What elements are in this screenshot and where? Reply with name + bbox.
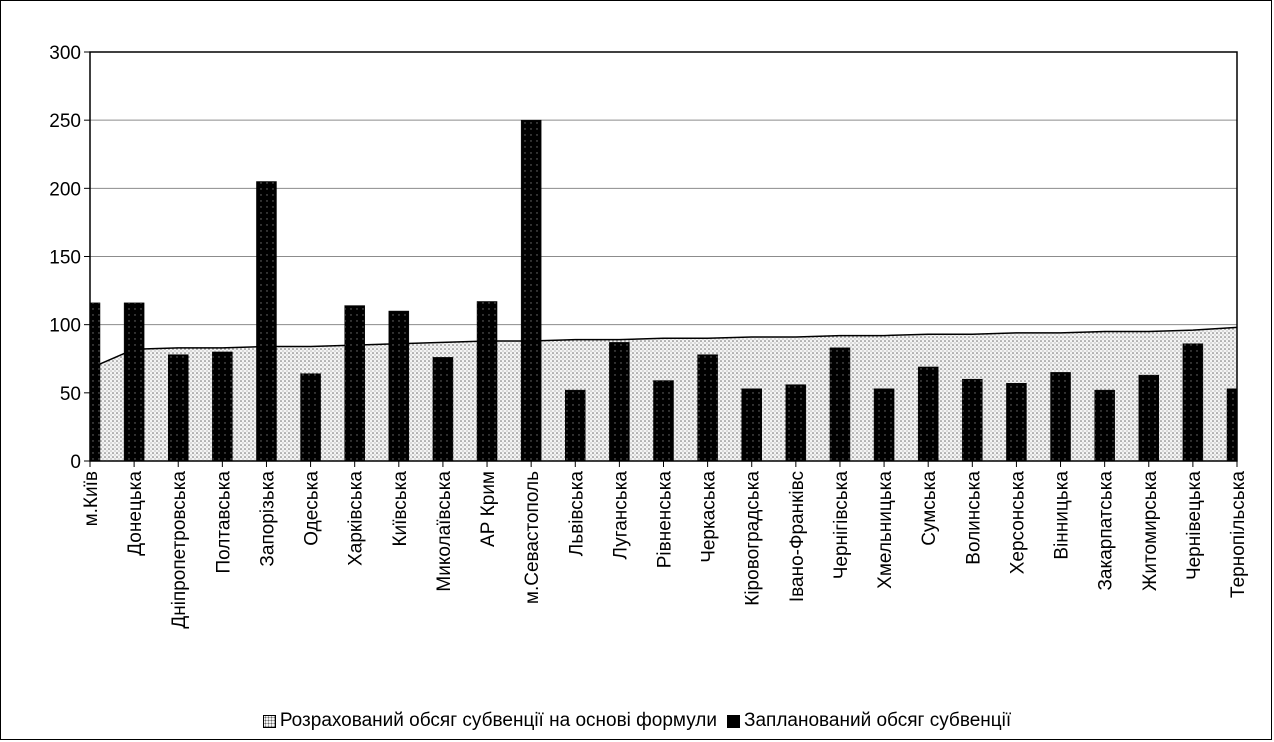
legend-item-planned: Запланований обсяг субвенції (727, 710, 1011, 732)
bar-0 (89, 302, 101, 462)
bar-25 (1182, 343, 1204, 462)
bar-22 (1050, 372, 1071, 462)
bar-1 (123, 302, 145, 462)
bar-series (89, 119, 1238, 462)
x-tick-label: Закарпатська (1096, 471, 1117, 591)
axes (84, 51, 1238, 467)
bar-14 (697, 354, 718, 462)
legend-label-planned: Запланований обсяг субвенції (744, 710, 1012, 731)
x-tick-label: Донецька (125, 471, 146, 556)
x-tick-label: Луганська (610, 471, 631, 560)
bar-18 (873, 388, 895, 462)
bar-5 (300, 373, 321, 462)
x-tick-label: Вінницька (1052, 471, 1073, 560)
x-tick-label: Волинська (963, 471, 984, 565)
bar-13 (653, 380, 674, 462)
bar-6 (344, 305, 365, 462)
y-tick-label: 200 (49, 179, 81, 200)
y-tick-label: 50 (60, 384, 81, 405)
bar-12 (609, 342, 630, 462)
x-tick-label: Житомирська (1140, 471, 1161, 592)
x-tick-label: Харківська (346, 471, 367, 566)
x-tick-label: м.Київ (81, 471, 102, 526)
bar-3 (212, 351, 233, 462)
y-tick-label: 150 (49, 248, 81, 269)
x-tick-label: Тернопільська (1228, 471, 1249, 598)
bar-15 (741, 388, 762, 462)
x-tick-label: Івано-Франківс (787, 471, 808, 602)
legend-item-calculated: Розрахований обсяг субвенції на основі ф… (262, 710, 717, 732)
y-tick-label: 0 (70, 452, 81, 473)
x-tick-label: м.Севастополь (522, 471, 543, 604)
y-tick-labels: 0 50 100 150 200 250 300 (49, 43, 81, 473)
bar-17 (829, 347, 851, 462)
x-tick-label: Чернігівська (831, 471, 852, 580)
x-tick-label: Черкаська (699, 471, 720, 563)
bar-16 (785, 384, 807, 462)
x-tick-label: Миколаївська (434, 471, 455, 592)
legend: Розрахований обсяг субвенції на основі ф… (0, 704, 1274, 738)
x-tick-label: Сумська (919, 471, 940, 546)
bar-21 (1006, 383, 1027, 462)
bar-19 (917, 366, 939, 462)
solid-swatch-icon (727, 714, 740, 728)
bar-11 (565, 389, 586, 462)
legend-label-calculated: Розрахований обсяг субвенції на основі ф… (279, 710, 717, 731)
bar-7 (388, 310, 410, 462)
bar-9 (476, 301, 498, 462)
x-tick-label: Київська (390, 471, 411, 547)
bar-26 (1226, 388, 1238, 462)
bar-24 (1138, 374, 1160, 462)
dotted-swatch-icon (262, 714, 276, 728)
bar-8 (432, 357, 454, 462)
x-tick-label: АР Крим (478, 471, 499, 547)
bar-4 (256, 181, 277, 462)
bar-10 (520, 119, 542, 462)
x-tick-labels: м.Київ Донецька Дніпропетровська Полтавська… (81, 471, 1249, 629)
bar-20 (962, 378, 983, 462)
bar-23 (1094, 389, 1115, 462)
x-tick-label: Херсонська (1007, 471, 1028, 575)
x-tick-label: Дніпропетровська (169, 471, 190, 629)
calculated-area-line (89, 326, 1238, 369)
x-tick-label: Полтавська (213, 471, 234, 574)
x-tick-label: Чернівецька (1184, 471, 1205, 580)
x-tick-label: Кіровоградська (743, 471, 764, 606)
x-tick-label: Запорізька (257, 471, 278, 567)
bar-2 (167, 354, 189, 462)
x-tick-label: Львівська (566, 471, 587, 557)
y-tick-label: 250 (49, 111, 81, 132)
x-tick-label: Хмельницька (875, 471, 896, 589)
y-tick-label: 300 (49, 43, 81, 64)
y-tick-label: 100 (49, 316, 81, 337)
x-tick-label: Одеська (302, 471, 323, 546)
x-tick-label: Рівненська (655, 471, 676, 569)
